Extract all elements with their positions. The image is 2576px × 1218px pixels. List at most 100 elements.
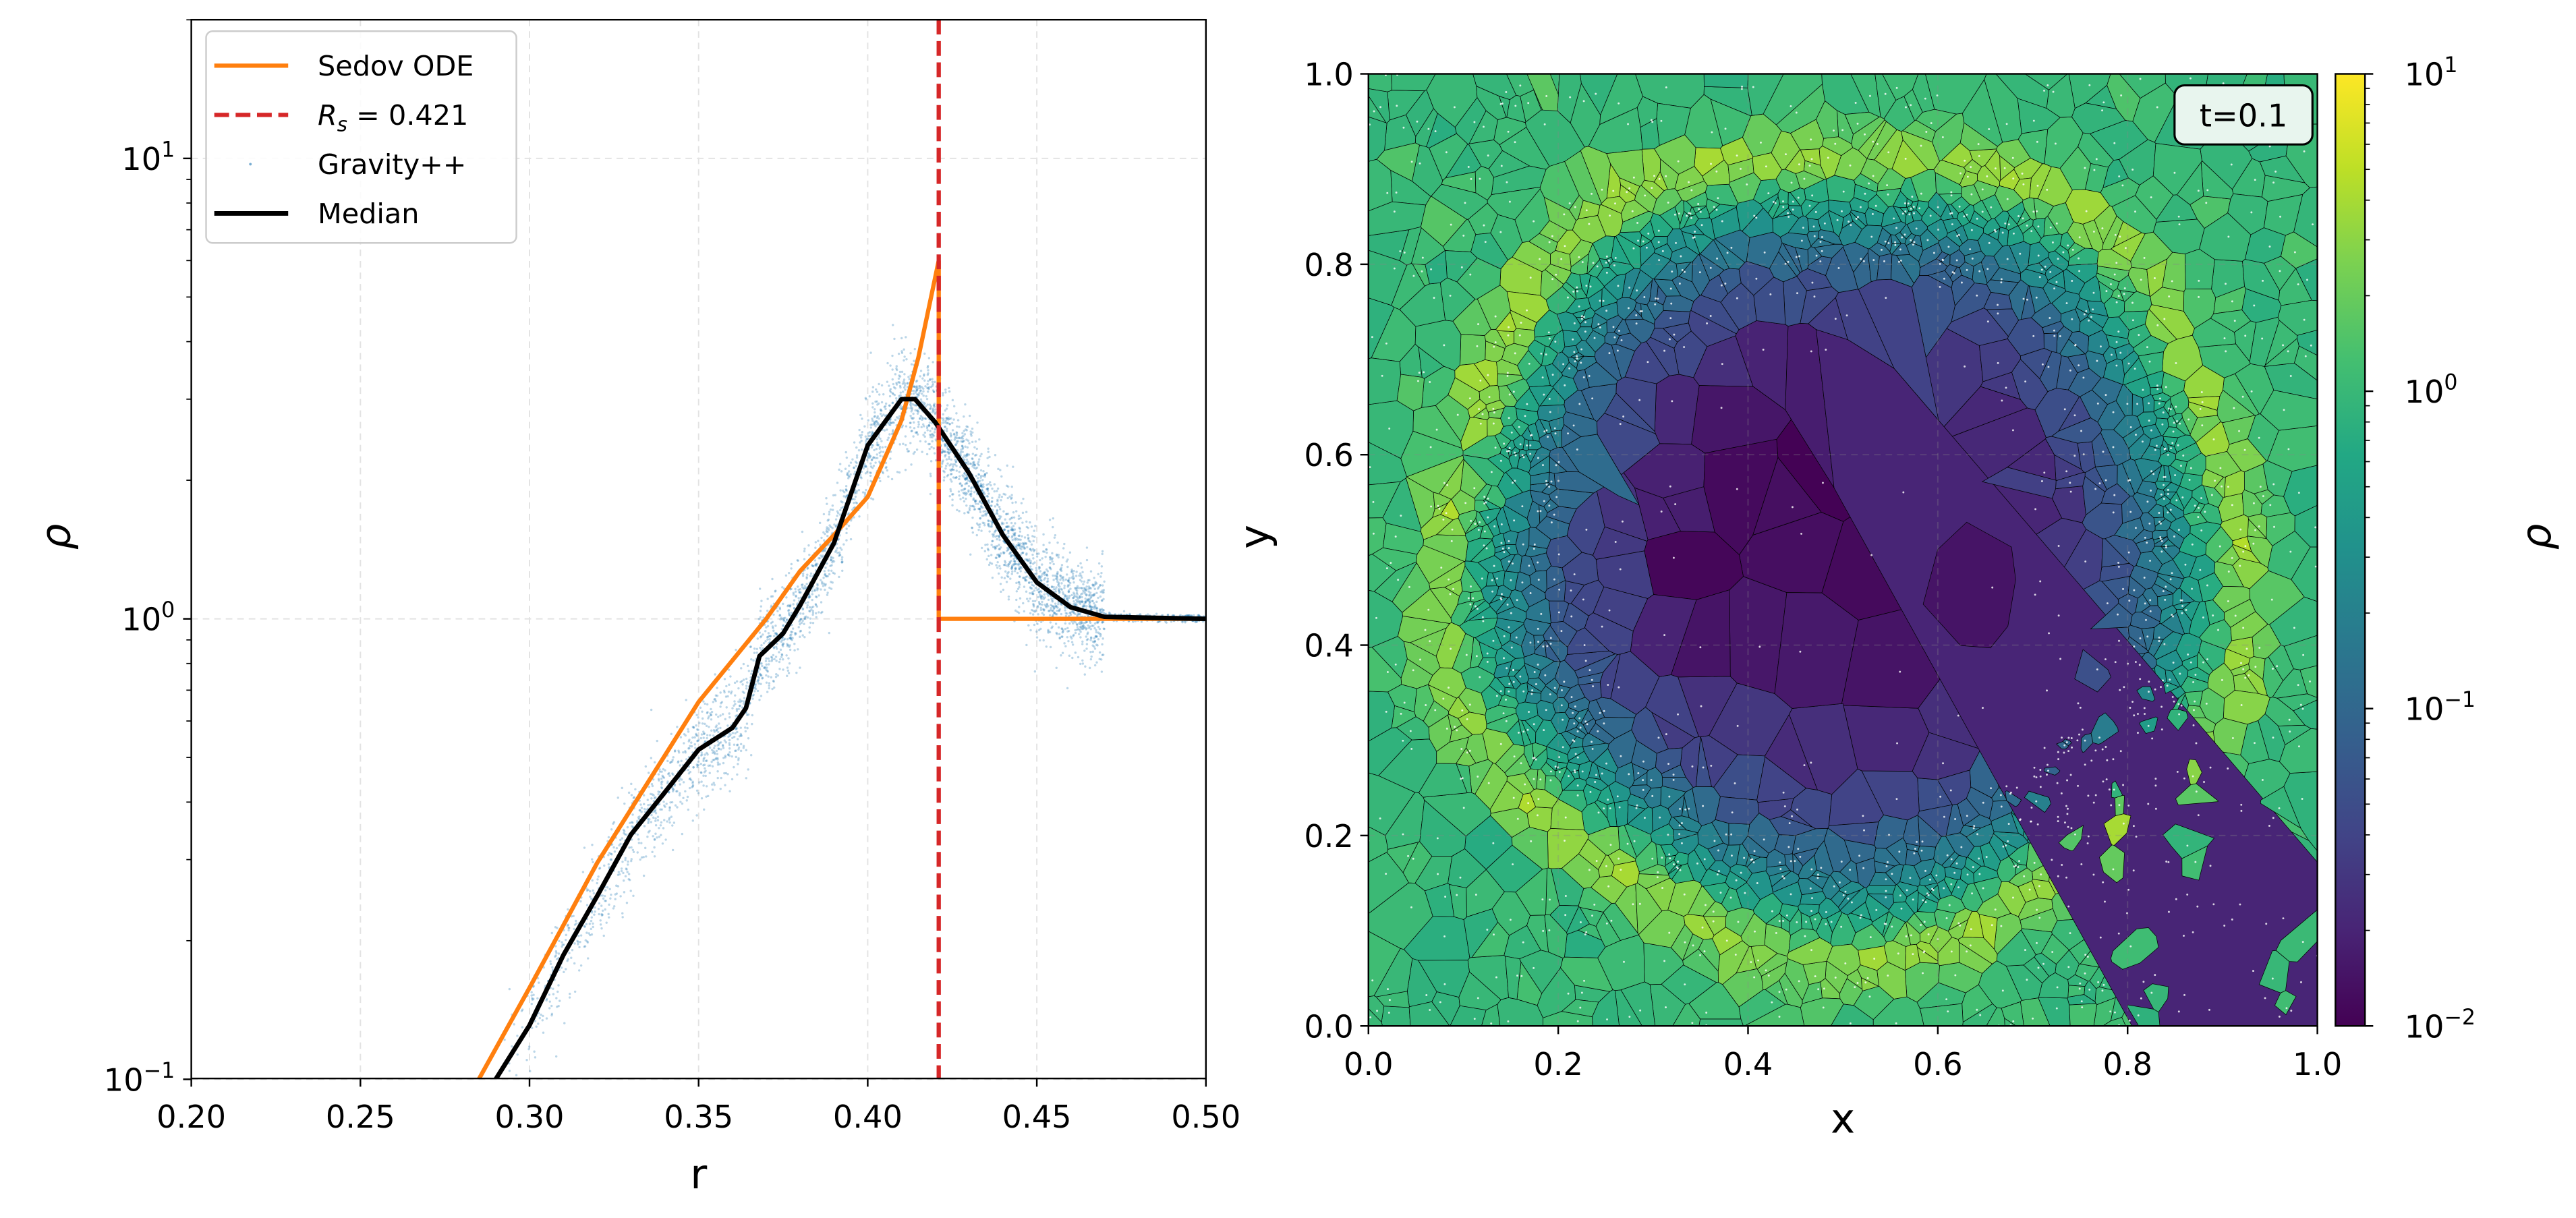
scatter-point bbox=[1046, 548, 1048, 551]
scatter-point bbox=[1089, 625, 1091, 628]
scatter-point bbox=[994, 529, 998, 531]
scatter-point bbox=[1019, 538, 1022, 541]
scatter-point bbox=[878, 436, 880, 438]
scatter-point bbox=[803, 558, 806, 560]
scatter-point bbox=[801, 634, 804, 637]
scatter-point bbox=[1079, 622, 1082, 626]
scatter-point bbox=[979, 517, 981, 520]
scatter-point bbox=[927, 386, 931, 388]
scatter-point bbox=[915, 389, 918, 393]
scatter-point bbox=[1088, 605, 1091, 608]
scatter-point bbox=[817, 540, 820, 542]
scatter-point bbox=[946, 451, 949, 454]
scatter-point bbox=[719, 714, 722, 717]
scatter-point bbox=[819, 544, 822, 546]
scatter-point bbox=[979, 455, 982, 458]
scatter-point bbox=[1071, 572, 1075, 575]
scatter-point bbox=[919, 370, 923, 372]
scatter-point bbox=[797, 559, 799, 562]
scatter-point bbox=[972, 461, 975, 464]
scatter-point bbox=[735, 727, 738, 730]
scatter-point bbox=[824, 588, 826, 591]
scatter-point bbox=[665, 803, 668, 805]
scatter-point bbox=[1037, 613, 1039, 616]
scatter-point bbox=[974, 440, 977, 443]
scatter-point bbox=[931, 378, 934, 380]
scatter-point bbox=[761, 664, 764, 668]
scatter-point bbox=[566, 960, 569, 962]
scatter-point bbox=[1080, 566, 1083, 569]
scatter-point bbox=[737, 759, 740, 761]
scatter-point bbox=[814, 603, 818, 606]
scatter-point bbox=[1025, 525, 1028, 529]
scatter-point bbox=[982, 491, 985, 494]
median-line bbox=[493, 397, 1206, 1079]
scatter-point bbox=[1067, 579, 1070, 581]
scatter-point bbox=[885, 466, 888, 469]
scatter-point bbox=[891, 378, 894, 381]
scatter-point bbox=[898, 384, 902, 387]
scatter-point bbox=[1067, 589, 1070, 592]
scatter-point bbox=[766, 625, 770, 628]
scatter-point bbox=[601, 909, 604, 912]
scatter-point bbox=[977, 523, 980, 527]
scatter-point bbox=[704, 740, 707, 743]
scatter-point bbox=[995, 564, 998, 567]
scatter-point bbox=[769, 635, 772, 638]
scatter-point bbox=[579, 900, 582, 903]
scatter-point bbox=[887, 436, 890, 439]
scatter-point bbox=[736, 738, 739, 741]
scatter-point bbox=[971, 531, 975, 534]
scatter-point bbox=[876, 438, 878, 440]
scatter-point bbox=[991, 487, 994, 490]
scatter-point bbox=[1055, 666, 1058, 669]
scatter-point bbox=[940, 417, 943, 419]
scatter-point bbox=[914, 391, 917, 394]
scatter-point bbox=[924, 440, 927, 443]
scatter-point bbox=[981, 479, 984, 482]
scatter-point bbox=[735, 727, 739, 730]
scatter-point bbox=[778, 660, 781, 664]
scatter-point bbox=[789, 644, 791, 647]
scatter-point bbox=[868, 456, 871, 459]
scatter-point bbox=[704, 722, 706, 726]
scatter-point bbox=[1021, 552, 1024, 554]
scatter-point bbox=[717, 730, 720, 734]
scatter-point bbox=[839, 546, 842, 550]
scatter-point bbox=[990, 500, 994, 503]
scatter-point bbox=[917, 393, 920, 396]
scatter-point bbox=[603, 864, 606, 867]
scatter-point bbox=[758, 587, 762, 590]
scatter-point bbox=[917, 426, 920, 428]
scatter-point bbox=[1007, 595, 1010, 598]
scatter-point bbox=[994, 529, 997, 533]
scatter-point bbox=[987, 451, 990, 453]
scatter-point bbox=[608, 916, 610, 919]
scatter-point bbox=[970, 490, 973, 493]
scatter-point bbox=[961, 474, 964, 477]
scatter-point bbox=[710, 710, 714, 714]
scatter-point bbox=[1069, 613, 1072, 616]
scatter-point bbox=[708, 726, 710, 728]
scatter-point bbox=[1098, 651, 1101, 654]
scatter-point bbox=[1017, 562, 1020, 566]
scatter-point bbox=[931, 411, 934, 413]
scatter-point bbox=[727, 691, 731, 693]
scatter-point bbox=[1068, 612, 1071, 614]
scatter-point bbox=[1076, 589, 1079, 592]
scatter-point bbox=[954, 476, 956, 480]
scatter-point bbox=[1043, 596, 1046, 599]
scatter-point bbox=[874, 408, 876, 411]
scatter-point bbox=[920, 386, 923, 388]
x-tick-label: 0.40 bbox=[833, 1099, 903, 1135]
scatter-point bbox=[1002, 563, 1006, 567]
scatter-point bbox=[548, 1000, 551, 1003]
scatter-point bbox=[1039, 576, 1042, 579]
scatter-point bbox=[836, 551, 839, 554]
scatter-point bbox=[853, 472, 856, 475]
scatter-point bbox=[961, 444, 964, 448]
scatter-point bbox=[978, 507, 981, 510]
scatter-point bbox=[739, 704, 741, 707]
scatter-point bbox=[1166, 614, 1170, 616]
scatter-point bbox=[792, 603, 795, 606]
